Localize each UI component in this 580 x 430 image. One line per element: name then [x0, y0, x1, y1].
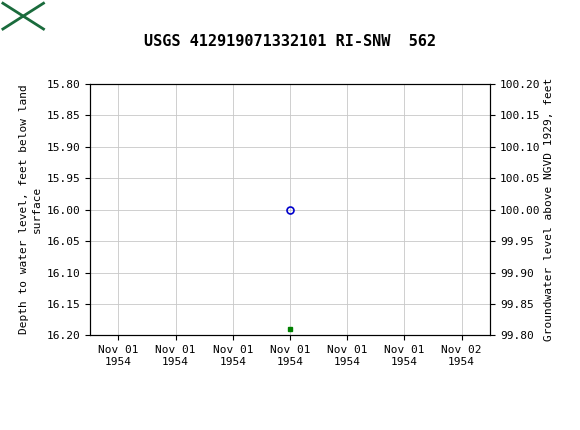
Y-axis label: Groundwater level above NGVD 1929, feet: Groundwater level above NGVD 1929, feet — [545, 78, 554, 341]
Y-axis label: Depth to water level, feet below land
surface: Depth to water level, feet below land su… — [19, 85, 42, 335]
Text: USGS 412919071332101 RI-SNW  562: USGS 412919071332101 RI-SNW 562 — [144, 34, 436, 49]
Bar — [3, 3, 43, 29]
Text: USGS: USGS — [49, 7, 104, 25]
